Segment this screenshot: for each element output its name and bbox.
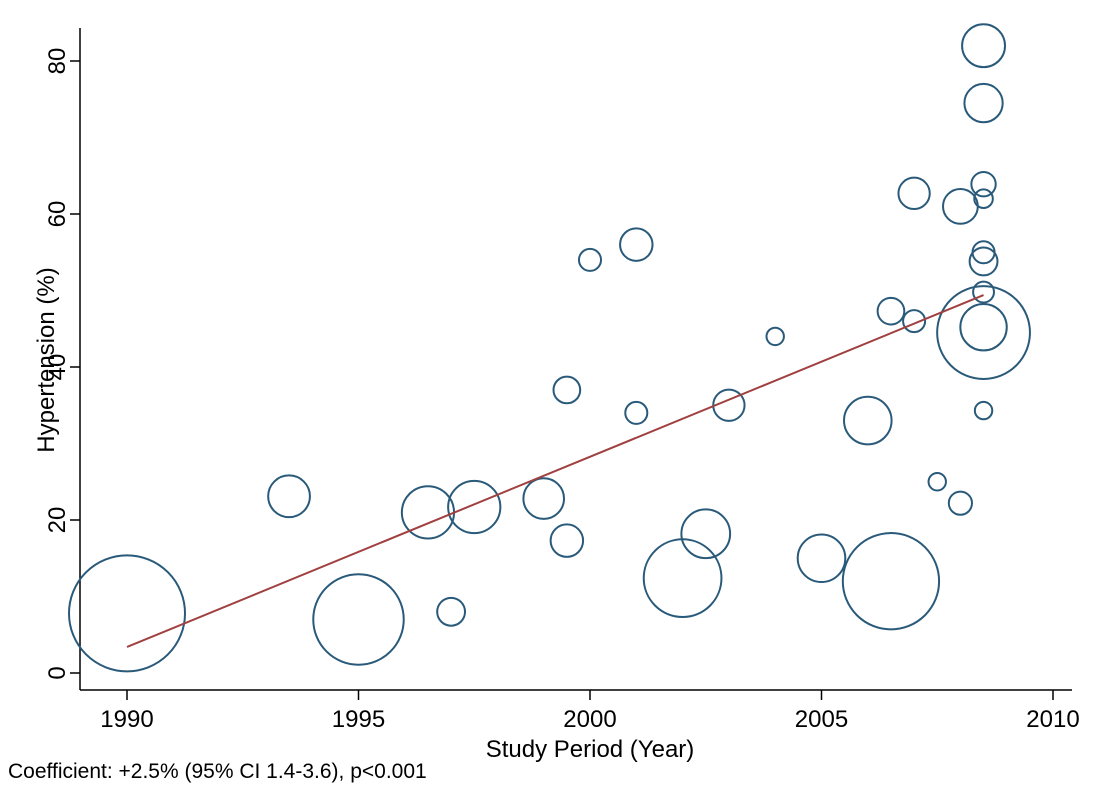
y-tick-label: 60 xyxy=(44,201,71,228)
data-point xyxy=(876,296,906,326)
data-point xyxy=(642,538,723,619)
x-tick-label: 1990 xyxy=(100,706,153,733)
data-point xyxy=(970,170,997,198)
data-point xyxy=(841,532,941,631)
data-point xyxy=(619,227,654,262)
data-point xyxy=(973,188,994,209)
data-point xyxy=(963,82,1004,124)
data-point xyxy=(959,303,1008,352)
y-tick-label: 80 xyxy=(44,48,71,75)
data-point xyxy=(927,472,947,492)
data-point xyxy=(936,285,1031,380)
data-point xyxy=(897,176,931,211)
x-ticks: 1990 1995 2000 2005 2010 xyxy=(100,690,1080,733)
data-point xyxy=(522,477,566,520)
data-point xyxy=(552,375,582,405)
coefficient-annotation: Coefficient: +2.5% (95% CI 1.4-3.6), p<0… xyxy=(8,760,427,783)
data-point xyxy=(312,573,405,666)
data-point xyxy=(796,533,847,584)
y-tick-label: 20 xyxy=(44,507,71,534)
y-axis-label: Hypertension (%) xyxy=(33,267,60,452)
data-point xyxy=(843,395,893,446)
data-point xyxy=(549,523,585,558)
data-point xyxy=(765,326,785,347)
data-point xyxy=(436,596,467,627)
axes: 1990 1995 2000 2005 2010 0 20 40 60 80 xyxy=(44,28,1080,733)
x-tick-label: 2000 xyxy=(563,706,616,733)
data-point xyxy=(973,400,994,421)
x-axis-label: Study Period (Year) xyxy=(486,736,695,763)
x-tick-label: 1995 xyxy=(332,706,385,733)
y-ticks: 0 20 40 60 80 xyxy=(44,48,80,680)
fit-line xyxy=(126,294,984,648)
x-tick-label: 2005 xyxy=(795,706,848,733)
data-point xyxy=(624,400,649,425)
data-point xyxy=(972,280,995,304)
y-tick-label: 0 xyxy=(44,666,71,679)
data-point xyxy=(971,240,996,265)
data-point xyxy=(961,23,1007,69)
data-point xyxy=(68,554,186,673)
data-point xyxy=(267,474,311,519)
data-point xyxy=(942,187,979,225)
data-point xyxy=(968,246,999,277)
y-tick-label: 40 xyxy=(44,354,71,381)
data-point xyxy=(680,508,732,560)
data-point xyxy=(577,247,603,272)
data-point xyxy=(902,309,927,334)
data-point xyxy=(947,490,974,516)
data-points xyxy=(68,23,1031,673)
x-tick-label: 2010 xyxy=(1026,706,1079,733)
data-point xyxy=(447,479,502,535)
